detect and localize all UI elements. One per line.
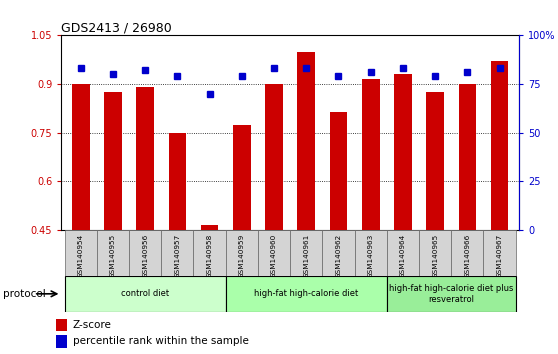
Bar — [56, 335, 66, 348]
Bar — [56, 319, 66, 331]
Bar — [387, 276, 516, 312]
Bar — [265, 84, 283, 230]
Bar — [194, 230, 226, 276]
Bar — [161, 230, 194, 276]
Text: GSM140965: GSM140965 — [432, 234, 438, 278]
Bar — [419, 230, 451, 276]
Bar — [233, 125, 251, 230]
Text: high-fat high-calorie diet plus
resveratrol: high-fat high-calorie diet plus resverat… — [389, 284, 513, 303]
Text: GSM140954: GSM140954 — [78, 234, 84, 278]
Bar — [104, 92, 122, 230]
Text: GSM140957: GSM140957 — [175, 234, 180, 278]
Bar — [426, 92, 444, 230]
Bar — [201, 225, 219, 230]
Bar — [290, 230, 323, 276]
Text: percentile rank within the sample: percentile rank within the sample — [73, 336, 249, 346]
Bar — [65, 230, 97, 276]
Text: GSM140958: GSM140958 — [206, 234, 213, 278]
Text: high-fat high-calorie diet: high-fat high-calorie diet — [254, 289, 358, 298]
Text: GSM140956: GSM140956 — [142, 234, 148, 278]
Bar — [97, 230, 129, 276]
Bar — [323, 230, 354, 276]
Bar — [451, 230, 483, 276]
Bar — [297, 52, 315, 230]
Bar — [483, 230, 516, 276]
Bar — [330, 112, 347, 230]
Text: Z-score: Z-score — [73, 320, 112, 330]
Text: GSM140955: GSM140955 — [110, 234, 116, 278]
Bar — [129, 230, 161, 276]
Bar — [387, 230, 419, 276]
Text: GSM140962: GSM140962 — [335, 234, 341, 278]
Text: GSM140961: GSM140961 — [303, 234, 309, 278]
Text: GSM140966: GSM140966 — [464, 234, 470, 278]
Text: GDS2413 / 26980: GDS2413 / 26980 — [61, 21, 172, 34]
Text: GSM140963: GSM140963 — [368, 234, 374, 278]
Bar — [169, 133, 186, 230]
Text: GSM140967: GSM140967 — [497, 234, 503, 278]
Text: protocol: protocol — [3, 289, 46, 299]
Bar — [354, 230, 387, 276]
Bar — [65, 276, 226, 312]
Text: GSM140964: GSM140964 — [400, 234, 406, 278]
Text: GSM140960: GSM140960 — [271, 234, 277, 278]
Bar — [394, 74, 412, 230]
Text: GSM140959: GSM140959 — [239, 234, 245, 278]
Text: control diet: control diet — [121, 289, 169, 298]
Bar — [72, 84, 90, 230]
Bar — [258, 230, 290, 276]
Bar — [226, 230, 258, 276]
Bar — [362, 79, 379, 230]
Bar — [490, 61, 508, 230]
Bar — [136, 87, 154, 230]
Bar — [459, 84, 476, 230]
Bar — [226, 276, 387, 312]
